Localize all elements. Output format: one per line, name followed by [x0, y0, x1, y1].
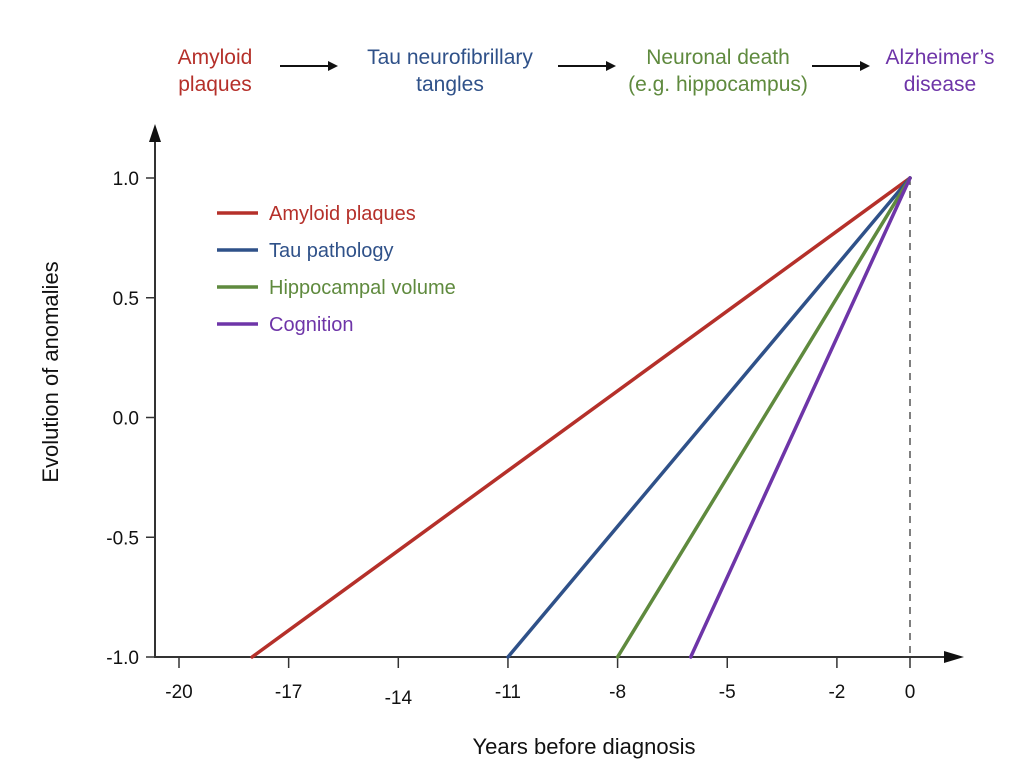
- legend-label: Hippocampal volume: [269, 277, 456, 299]
- legend-label: Cognition: [269, 314, 354, 336]
- x-tick-label: -17: [275, 682, 302, 703]
- y-tick-label: 1.0: [113, 169, 139, 190]
- x-tick-label: -8: [609, 682, 626, 703]
- right-arrow-icon: [280, 61, 338, 71]
- y-axis-title: Evolution of anomalies: [38, 261, 63, 482]
- flow-stage-neuronal-death: Neuronal death (e.g. hippocampus): [603, 44, 833, 98]
- x-tick-label: 0: [905, 682, 916, 703]
- series-line-amyloid-plaques: [250, 176, 912, 659]
- series-line-hippocampal-volume: [615, 176, 912, 659]
- x-axis-arrow-icon: [944, 651, 964, 663]
- x-tick-label: -2: [828, 682, 845, 703]
- y-ticks: 1.0 0.5 0.0 -0.5 -1.0: [106, 169, 155, 669]
- legend-label: Tau pathology: [269, 240, 394, 262]
- flow-stage-line: plaques: [178, 73, 252, 96]
- flow-stage-line: disease: [903, 73, 977, 96]
- x-tick-label: -11: [495, 682, 521, 703]
- series-line-tau-pathology: [506, 176, 912, 659]
- x-tick-label: -5: [719, 682, 736, 703]
- series-lines: [250, 176, 912, 659]
- y-tick-label: -0.5: [106, 528, 139, 549]
- flow-stage-line: Neuronal death: [646, 46, 790, 69]
- flow-stage-amyloid: Amyloid plaques: [150, 44, 280, 98]
- x-tick-label: -14: [385, 688, 413, 709]
- y-tick-label: -1.0: [106, 648, 139, 669]
- right-arrow-icon: [558, 61, 616, 71]
- series-line-cognition: [688, 176, 912, 659]
- legend: Amyloid plaques Tau pathology Hippocampal …: [217, 203, 456, 336]
- y-tick-label: 0.0: [113, 409, 139, 430]
- x-ticks: -20 -17 -14 -11 -8 -5 -2 0: [165, 657, 915, 709]
- flow-stage-line: tangles: [416, 73, 484, 96]
- right-arrow-icon: [812, 61, 870, 71]
- flow-stage-line: (e.g. hippocampus): [628, 73, 808, 96]
- x-tick-label: -20: [165, 682, 192, 703]
- flow-stage-alzheimers: Alzheimer’s disease: [870, 44, 1010, 98]
- flow-stage-line: Amyloid: [177, 46, 253, 69]
- flow-stage-line: Alzheimer’s: [885, 46, 995, 69]
- y-tick-label: 0.5: [113, 289, 139, 310]
- x-axis-title: Years before diagnosis: [472, 734, 695, 759]
- y-axis-arrow-icon: [149, 124, 161, 142]
- axes: [149, 124, 964, 663]
- flow-stage-line: Tau neurofibrillary: [367, 46, 533, 69]
- flow-stage-tau: Tau neurofibrillary tangles: [340, 44, 560, 98]
- legend-label: Amyloid plaques: [269, 203, 416, 225]
